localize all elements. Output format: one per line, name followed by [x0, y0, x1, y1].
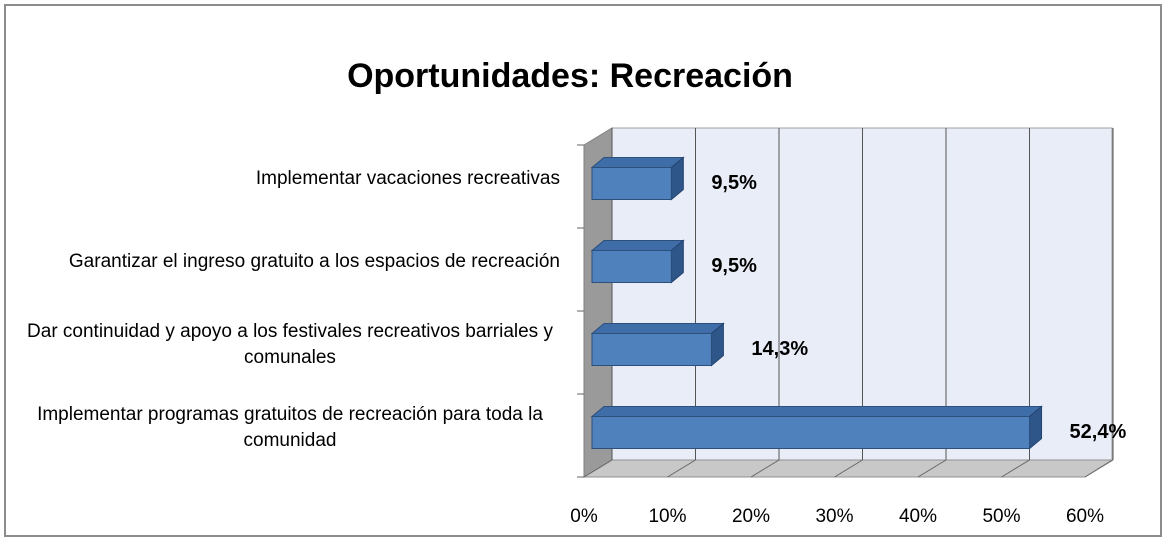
grid-line	[834, 459, 863, 478]
bar	[590, 322, 725, 367]
bar-front	[591, 333, 712, 366]
data-label: 52,4%	[1070, 421, 1127, 443]
x-tick-label: 30%	[815, 506, 853, 527]
category-label: Garantizar el ingreso gratuito a los esp…	[20, 220, 560, 303]
chart-title: Oportunidades: Recreación	[347, 57, 793, 95]
category-text: Dar continuidad y apoyo a los festivales…	[27, 320, 553, 368]
grid-line	[917, 459, 947, 478]
x-tick-label: 0%	[570, 506, 598, 527]
grid-line	[1084, 459, 1114, 478]
data-label: 14,3%	[751, 338, 808, 360]
x-tick-label: 50%	[982, 506, 1020, 527]
bar	[590, 405, 1043, 450]
category-text: Implementar programas gratuitos de recre…	[37, 403, 543, 451]
bar-top	[590, 323, 725, 334]
bar-top	[590, 406, 1043, 417]
category-label: Dar continuidad y apoyo a los festivales…	[20, 303, 560, 386]
grid-line	[1001, 459, 1030, 478]
bar-front	[591, 250, 672, 283]
data-label: 9,5%	[711, 255, 757, 277]
x-tick-label: 60%	[1066, 506, 1104, 527]
category-label: Implementar vacaciones recreativas	[20, 137, 560, 220]
x-tick-label: 20%	[732, 506, 770, 527]
grid-line	[750, 459, 780, 478]
category-text: Implementar vacaciones recreativas	[255, 167, 560, 189]
x-tick-label: 10%	[648, 506, 686, 527]
grid-line	[583, 459, 613, 478]
bar-front	[591, 416, 1031, 449]
bar-top	[590, 157, 685, 168]
x-tick-label: 40%	[899, 506, 937, 527]
grid-line	[667, 459, 696, 478]
bar-top	[590, 240, 685, 251]
data-label: 9,5%	[711, 172, 757, 194]
category-label: Implementar programas gratuitos de recre…	[20, 386, 560, 469]
bar	[590, 156, 685, 201]
category-text: Garantizar el ingreso gratuito a los esp…	[68, 250, 560, 272]
bar	[590, 239, 685, 284]
bar-front	[591, 167, 672, 200]
